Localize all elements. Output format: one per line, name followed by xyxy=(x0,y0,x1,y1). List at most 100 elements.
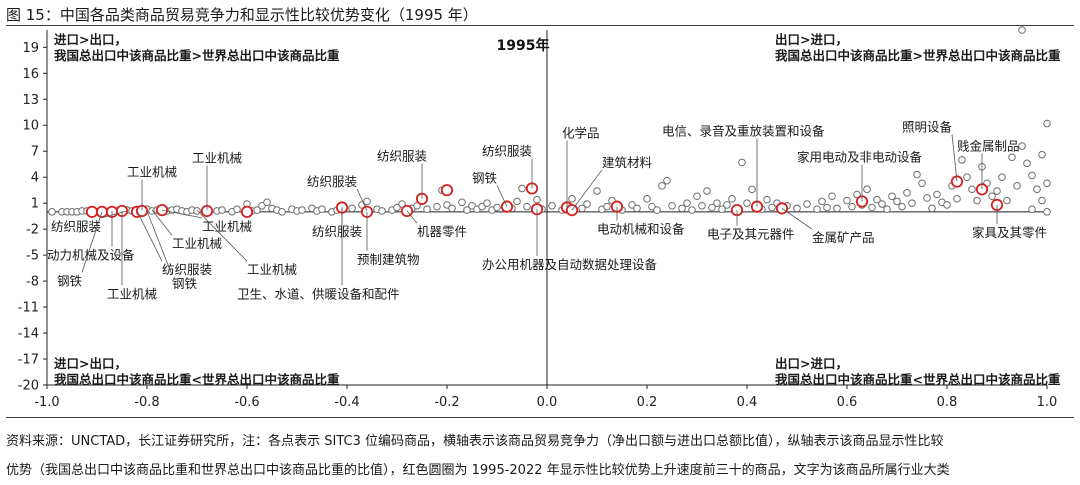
data-point xyxy=(768,203,776,212)
point-label: 钢铁 xyxy=(472,170,498,185)
point-label: 纺织服装 xyxy=(482,144,532,159)
data-point xyxy=(578,204,586,213)
data-point xyxy=(748,185,756,194)
data-point xyxy=(258,201,266,210)
point-label: 办公用机器及自动数据处理设备 xyxy=(482,257,658,272)
data-point xyxy=(483,199,491,207)
tick-labels: 19 16 13 10 7 4 1 -2 -5 -8 -11 -14 -17 -20-1.0 -0.8 -0.… xyxy=(18,41,1058,410)
point-label: 纺织服装 xyxy=(162,262,212,277)
quadrant-top-left: 进口>出口，我国总出口中该商品比重>世界总出口中该商品比重 xyxy=(54,32,340,63)
data-point xyxy=(713,199,721,207)
y-tick-label: -20 xyxy=(18,379,39,394)
highlighted-point xyxy=(240,205,254,218)
data-point xyxy=(1028,171,1036,180)
highlighted-point xyxy=(85,205,99,218)
y-tick-label: -2 xyxy=(26,223,39,238)
data-point xyxy=(818,197,826,206)
point-label: 钢铁 xyxy=(172,276,198,291)
data-point xyxy=(728,195,736,203)
point-label: 家用电动及非电动设备 xyxy=(797,150,923,165)
y-tick-label: -8 xyxy=(26,275,39,290)
data-point xyxy=(928,204,936,213)
data-point xyxy=(1033,185,1041,194)
x-tick-label: 0.0 xyxy=(537,395,558,410)
data-point xyxy=(693,192,701,201)
data-point xyxy=(1018,142,1026,150)
data-point xyxy=(533,195,541,204)
data-point xyxy=(433,202,441,211)
data-point xyxy=(493,203,501,212)
chart-title: 1995年 xyxy=(497,37,550,54)
point-label: 工业机械 xyxy=(107,286,158,301)
point-label: 动力机械及设备 xyxy=(47,247,135,262)
data-point xyxy=(233,205,241,214)
y-tick-label: 10 xyxy=(22,119,39,134)
data-point xyxy=(423,205,431,214)
data-point xyxy=(568,195,576,203)
data-point xyxy=(648,202,656,211)
data-point xyxy=(893,197,901,206)
point-label: 预制建筑物 xyxy=(357,252,420,267)
x-tick-label: 0.8 xyxy=(937,395,958,410)
x-tick-label: 0.6 xyxy=(837,395,858,410)
x-tick-label: -0.8 xyxy=(134,395,159,410)
data-point xyxy=(793,204,801,213)
data-point xyxy=(448,204,456,213)
point-label: 家具及其零件 xyxy=(972,225,1047,240)
leader-line xyxy=(151,209,173,236)
leader-line xyxy=(196,209,248,262)
point-label: 工业机械 xyxy=(127,164,178,179)
leader-line xyxy=(951,134,958,182)
x-tick-label: -0.4 xyxy=(334,395,359,410)
data-point xyxy=(918,179,926,188)
data-point xyxy=(1028,205,1036,214)
point-label: 纺织服装 xyxy=(307,174,357,189)
data-point xyxy=(1043,179,1051,188)
leader-line xyxy=(161,209,203,219)
source-note-line-1: 资料来源：UNCTAD，长江证券研究所，注：各点表示 SITC3 位编码商品，横… xyxy=(6,434,944,449)
data-point xyxy=(953,195,961,203)
point-label: 钢铁 xyxy=(57,273,83,288)
point-label: 化学品 xyxy=(562,125,600,140)
y-tick-label: 16 xyxy=(22,67,39,82)
data-point xyxy=(278,208,286,216)
data-point xyxy=(923,194,931,202)
data-point xyxy=(193,207,201,215)
data-point xyxy=(688,206,696,214)
data-point xyxy=(1023,159,1031,168)
data-point xyxy=(703,187,711,195)
data-point xyxy=(803,200,811,208)
point-label: 金属矿产品 xyxy=(812,230,875,245)
data-point xyxy=(823,203,831,212)
data-point xyxy=(1043,208,1051,216)
data-point xyxy=(973,196,981,205)
data-point xyxy=(548,201,556,210)
quadrant-bottom-left: 进口>出口，我国总出口中该商品比重<世界总出口中该商品比重 xyxy=(54,356,340,387)
point-label: 电信、录音及重放装置和设备 xyxy=(662,124,825,139)
highlighted-point xyxy=(440,184,454,197)
x-tick-label: 0.4 xyxy=(737,395,758,410)
top-rule xyxy=(6,25,1074,26)
leader-line xyxy=(406,210,418,224)
data-point xyxy=(998,173,1006,181)
point-label: 机器零件 xyxy=(417,224,467,239)
y-tick-label: -17 xyxy=(18,353,39,368)
x-tick-label: 1.0 xyxy=(1037,395,1058,410)
data-point xyxy=(718,205,726,214)
y-tick-label: 19 xyxy=(22,41,39,56)
data-point xyxy=(603,202,611,211)
data-point xyxy=(698,201,706,210)
point-label: 工业机械 xyxy=(202,219,253,234)
bottom-rule xyxy=(6,417,1074,418)
y-tick-label: 13 xyxy=(22,93,39,108)
data-point xyxy=(863,185,871,194)
scatter-chart: 19 16 13 10 7 4 1 -2 -5 -8 -11 -14 -17 -20-1.0 -0.8 -0.… xyxy=(18,26,1061,410)
point-label: 电子及其元器件 xyxy=(707,227,795,242)
figure-title: 图 15：中国各品类商品贸易竞争力和显示性比较优势变化（1995 年） xyxy=(6,6,478,24)
data-point xyxy=(518,184,526,193)
data-point xyxy=(1013,182,1021,190)
data-point xyxy=(583,200,591,208)
data-point xyxy=(738,158,746,167)
data-point xyxy=(868,203,876,212)
data-point xyxy=(393,203,401,212)
